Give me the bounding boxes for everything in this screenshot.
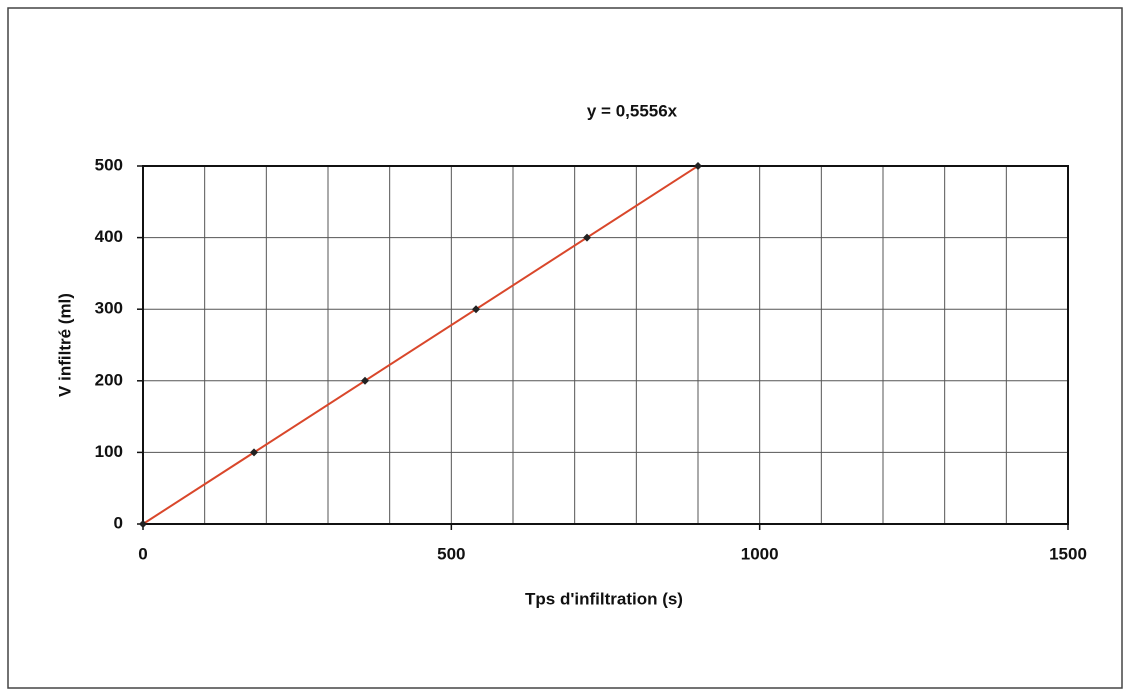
data-point (139, 520, 147, 528)
trendline (142, 165, 699, 525)
data-point (694, 162, 702, 170)
y-axis-title: V infiltré (ml) (55, 293, 74, 397)
chart-frame (7, 7, 1123, 689)
data-point (361, 376, 369, 385)
trendline-equation: y = 0,5556x (587, 101, 678, 120)
y-tick-label: 500 (95, 155, 123, 174)
x-axis-title: Tps d'infiltration (s) (525, 589, 683, 608)
data-point (472, 305, 480, 314)
x-tick-label: 1500 (1049, 544, 1087, 563)
y-tick-label: 200 (95, 370, 123, 389)
x-tick-label: 500 (437, 544, 465, 563)
x-tick-label: 1000 (741, 544, 779, 563)
y-tick-label: 100 (95, 442, 123, 461)
x-tick-label: 0 (138, 544, 147, 563)
data-point (583, 233, 591, 242)
y-tick-label: 0 (114, 513, 123, 532)
y-tick-label: 300 (95, 299, 123, 318)
plot-area-border (142, 165, 1069, 525)
data-point (250, 448, 258, 457)
y-tick-label: 400 (95, 227, 123, 246)
